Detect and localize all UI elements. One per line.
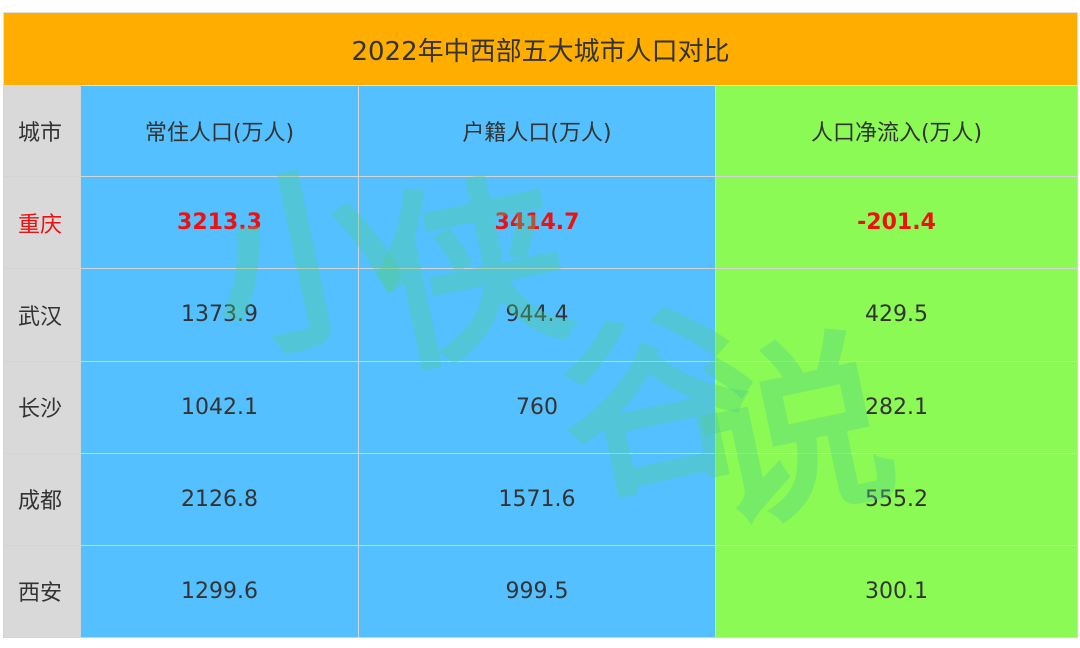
- resident-value: 2126.8: [80, 452, 359, 546]
- header-resident-population: 常住人口(万人): [80, 85, 359, 178]
- net-inflow-value: 282.1: [714, 360, 1079, 454]
- registered-value: 1571.6: [358, 452, 716, 546]
- registered-value: 999.5: [358, 544, 716, 639]
- registered-value: 944.4: [358, 268, 716, 362]
- resident-value: 1373.9: [80, 268, 359, 362]
- city-name: 武汉: [3, 268, 81, 362]
- net-inflow-value: 300.1: [714, 544, 1079, 639]
- city-name: 长沙: [3, 360, 81, 454]
- net-inflow-value: 555.2: [714, 452, 1079, 546]
- header-city: 城市: [3, 85, 81, 178]
- net-inflow-value: -201.4: [714, 176, 1079, 270]
- table-row-xian: 西安 1299.6 999.5 300.1: [3, 544, 1079, 639]
- table-row-chongqing: 重庆 3213.3 3414.7 -201.4: [3, 176, 1079, 270]
- header-registered-population: 户籍人口(万人): [358, 85, 716, 178]
- table-title: 2022年中西部五大城市人口对比: [2, 11, 1079, 87]
- resident-value: 1299.6: [80, 544, 359, 639]
- resident-value: 3213.3: [80, 176, 359, 270]
- registered-value: 760: [358, 360, 716, 454]
- table-row-chengdu: 成都 2126.8 1571.6 555.2: [3, 452, 1079, 546]
- population-table: 2022年中西部五大城市人口对比 城市 常住人口(万人) 户籍人口(万人) 人口…: [2, 11, 1079, 639]
- registered-value: 3414.7: [358, 176, 716, 270]
- city-name: 重庆: [3, 176, 81, 270]
- city-name: 西安: [3, 544, 81, 639]
- net-inflow-value: 429.5: [714, 268, 1079, 362]
- table-row-wuhan: 武汉 1373.9 944.4 429.5: [3, 268, 1079, 362]
- city-name: 成都: [3, 452, 81, 546]
- resident-value: 1042.1: [80, 360, 359, 454]
- table-row-changsha: 长沙 1042.1 760 282.1: [3, 360, 1079, 454]
- header-net-inflow: 人口净流入(万人): [714, 85, 1079, 178]
